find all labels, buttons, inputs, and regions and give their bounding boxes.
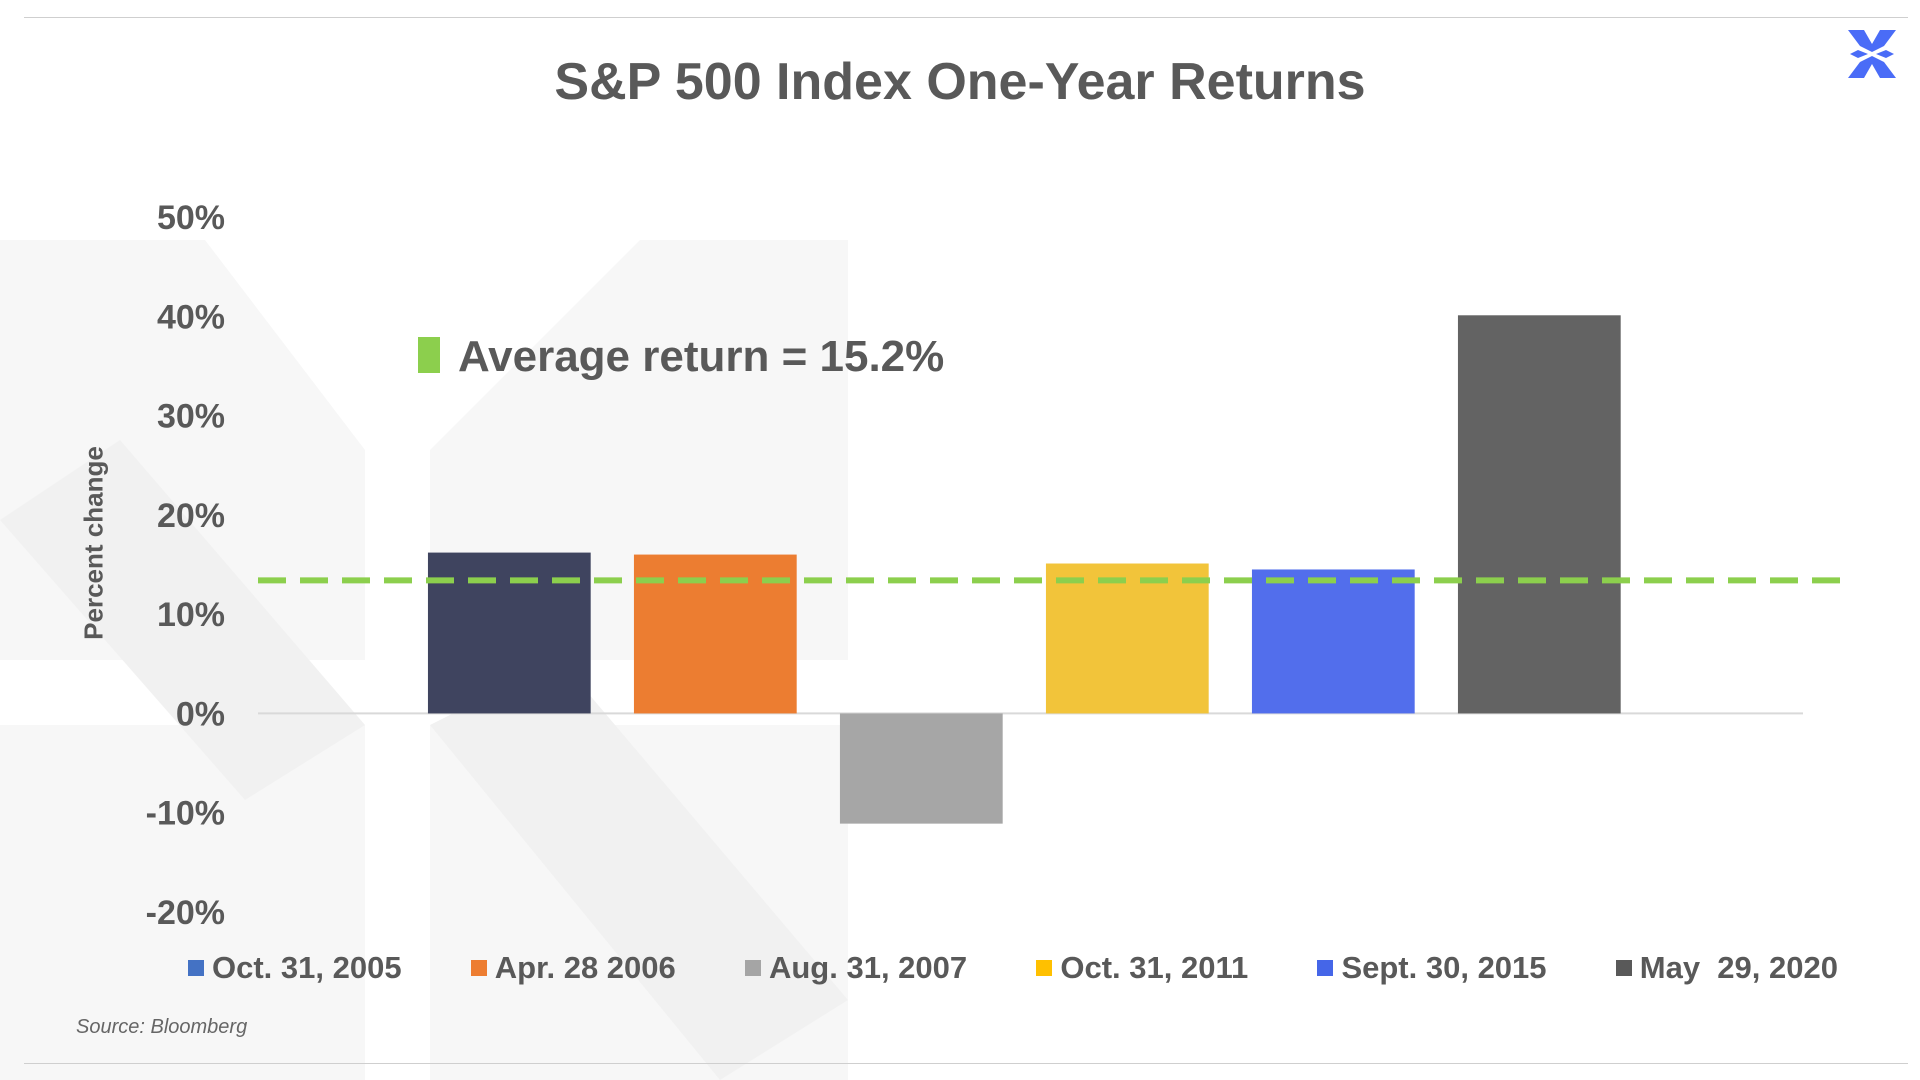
legend-label: Sept. 30, 2015 [1341,950,1547,985]
y-tick-label: 30% [157,398,225,436]
y-axis-label: Percent change [78,446,109,640]
legend-item: Oct. 31, 2005 [188,950,402,986]
top-divider [24,17,1908,18]
y-tick-label: 40% [157,298,225,336]
y-tick-label: -20% [146,894,225,932]
y-tick-label: 50% [157,199,225,237]
legend-label: Oct. 31, 2011 [1060,950,1249,985]
chart-legend: Oct. 31, 2005 Apr. 28 2006 Aug. 31, 2007 Oc… [188,946,1838,990]
legend-label: May 29, 2020 [1639,950,1838,985]
legend-item: Sept. 30, 2015 [1317,950,1547,986]
y-tick-label: 10% [157,596,225,634]
y-tick-label: -10% [146,795,225,833]
legend-item: May 29, 2020 [1615,950,1838,986]
legend-swatch [1615,960,1632,976]
chart-title: S&P 500 Index One-Year Returns [554,53,1366,111]
legend-label: Aug. 31, 2007 [768,950,968,985]
y-tick-label: 0% [176,695,225,733]
legend-swatch [1317,960,1334,976]
source-note: Source: Bloomberg [76,1016,248,1038]
bar-1 [427,552,591,714]
bottom-divider [24,1063,1908,1064]
bar-6 [1457,315,1621,714]
legend-swatch [744,960,761,976]
legend-label: Apr. 28 2006 [494,950,676,985]
bar-3 [839,713,1003,824]
legend-swatch [188,960,204,976]
legend-swatch [1036,960,1053,976]
legend-label: Oct. 31, 2005 [212,950,402,985]
bar-4 [1045,563,1209,714]
average-legend-swatch [418,337,440,373]
y-tick-label: 20% [157,497,225,535]
x-logo-icon [1848,30,1896,78]
legend-item: Apr. 28 2006 [470,950,676,986]
bar-5 [1251,569,1415,714]
legend-item: Oct. 31, 2011 [1036,950,1248,986]
average-return-label: Average return = 15.2% [458,332,944,381]
legend-item: Aug. 31, 2007 [744,950,968,986]
legend-swatch [470,960,487,976]
